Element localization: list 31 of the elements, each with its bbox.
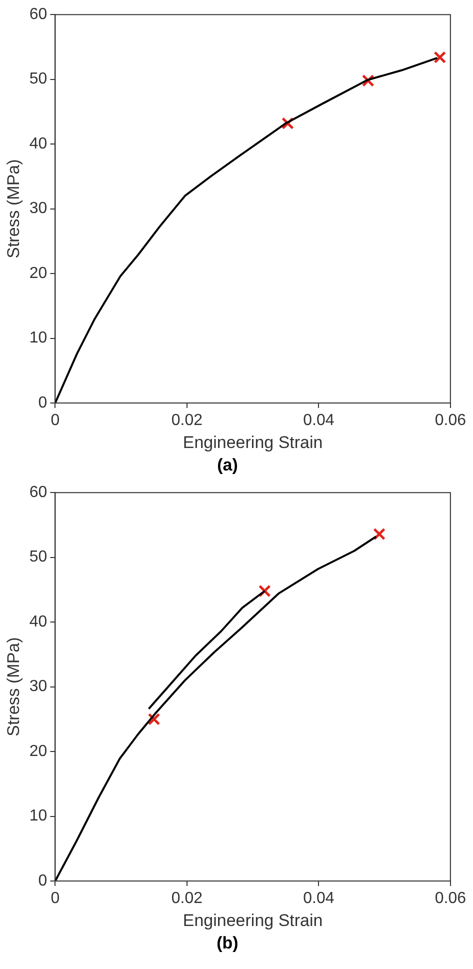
y-tick-label: 30 [29, 200, 48, 218]
y-tick-label: 20 [29, 264, 48, 282]
x-tick-label: 0 [50, 890, 60, 908]
y-tick-label: 30 [29, 678, 48, 696]
x-tick-label: 0.02 [171, 890, 203, 908]
y-tick-label: 20 [29, 742, 48, 760]
y-tick-label: 10 [29, 330, 48, 347]
x-tick-label: 0.04 [303, 412, 334, 430]
x-axis-title: Engineering Strain [182, 433, 323, 452]
y-tick-label: 0 [38, 394, 48, 412]
x-tick-label: 0.06 [434, 412, 466, 430]
x-tick-label: 0.02 [171, 412, 203, 430]
x-tick-label: 0.04 [303, 890, 334, 908]
y-tick-label: 50 [29, 548, 48, 566]
y-axis-title: Stress (MPa) [4, 637, 23, 736]
x-axis-title: Engineering Strain [182, 911, 323, 930]
point [434, 51, 446, 64]
x-tick-label: 0.06 [434, 890, 466, 908]
x-tick-label: 0 [50, 412, 60, 430]
y-tick-label: 60 [29, 6, 48, 24]
text: (a) [217, 455, 238, 474]
y-tick-label: 50 [29, 70, 48, 88]
y-tick-label: 60 [29, 484, 48, 502]
y-tick-label: 0 [38, 872, 48, 890]
y-tick-label: 10 [29, 808, 48, 825]
point [373, 528, 386, 540]
text: (b) [216, 933, 238, 952]
y-tick-label: 40 [29, 613, 48, 630]
y-axis-title: Stress (MPa) [4, 159, 23, 258]
point [148, 712, 160, 726]
y-tick-label: 40 [29, 135, 48, 152]
